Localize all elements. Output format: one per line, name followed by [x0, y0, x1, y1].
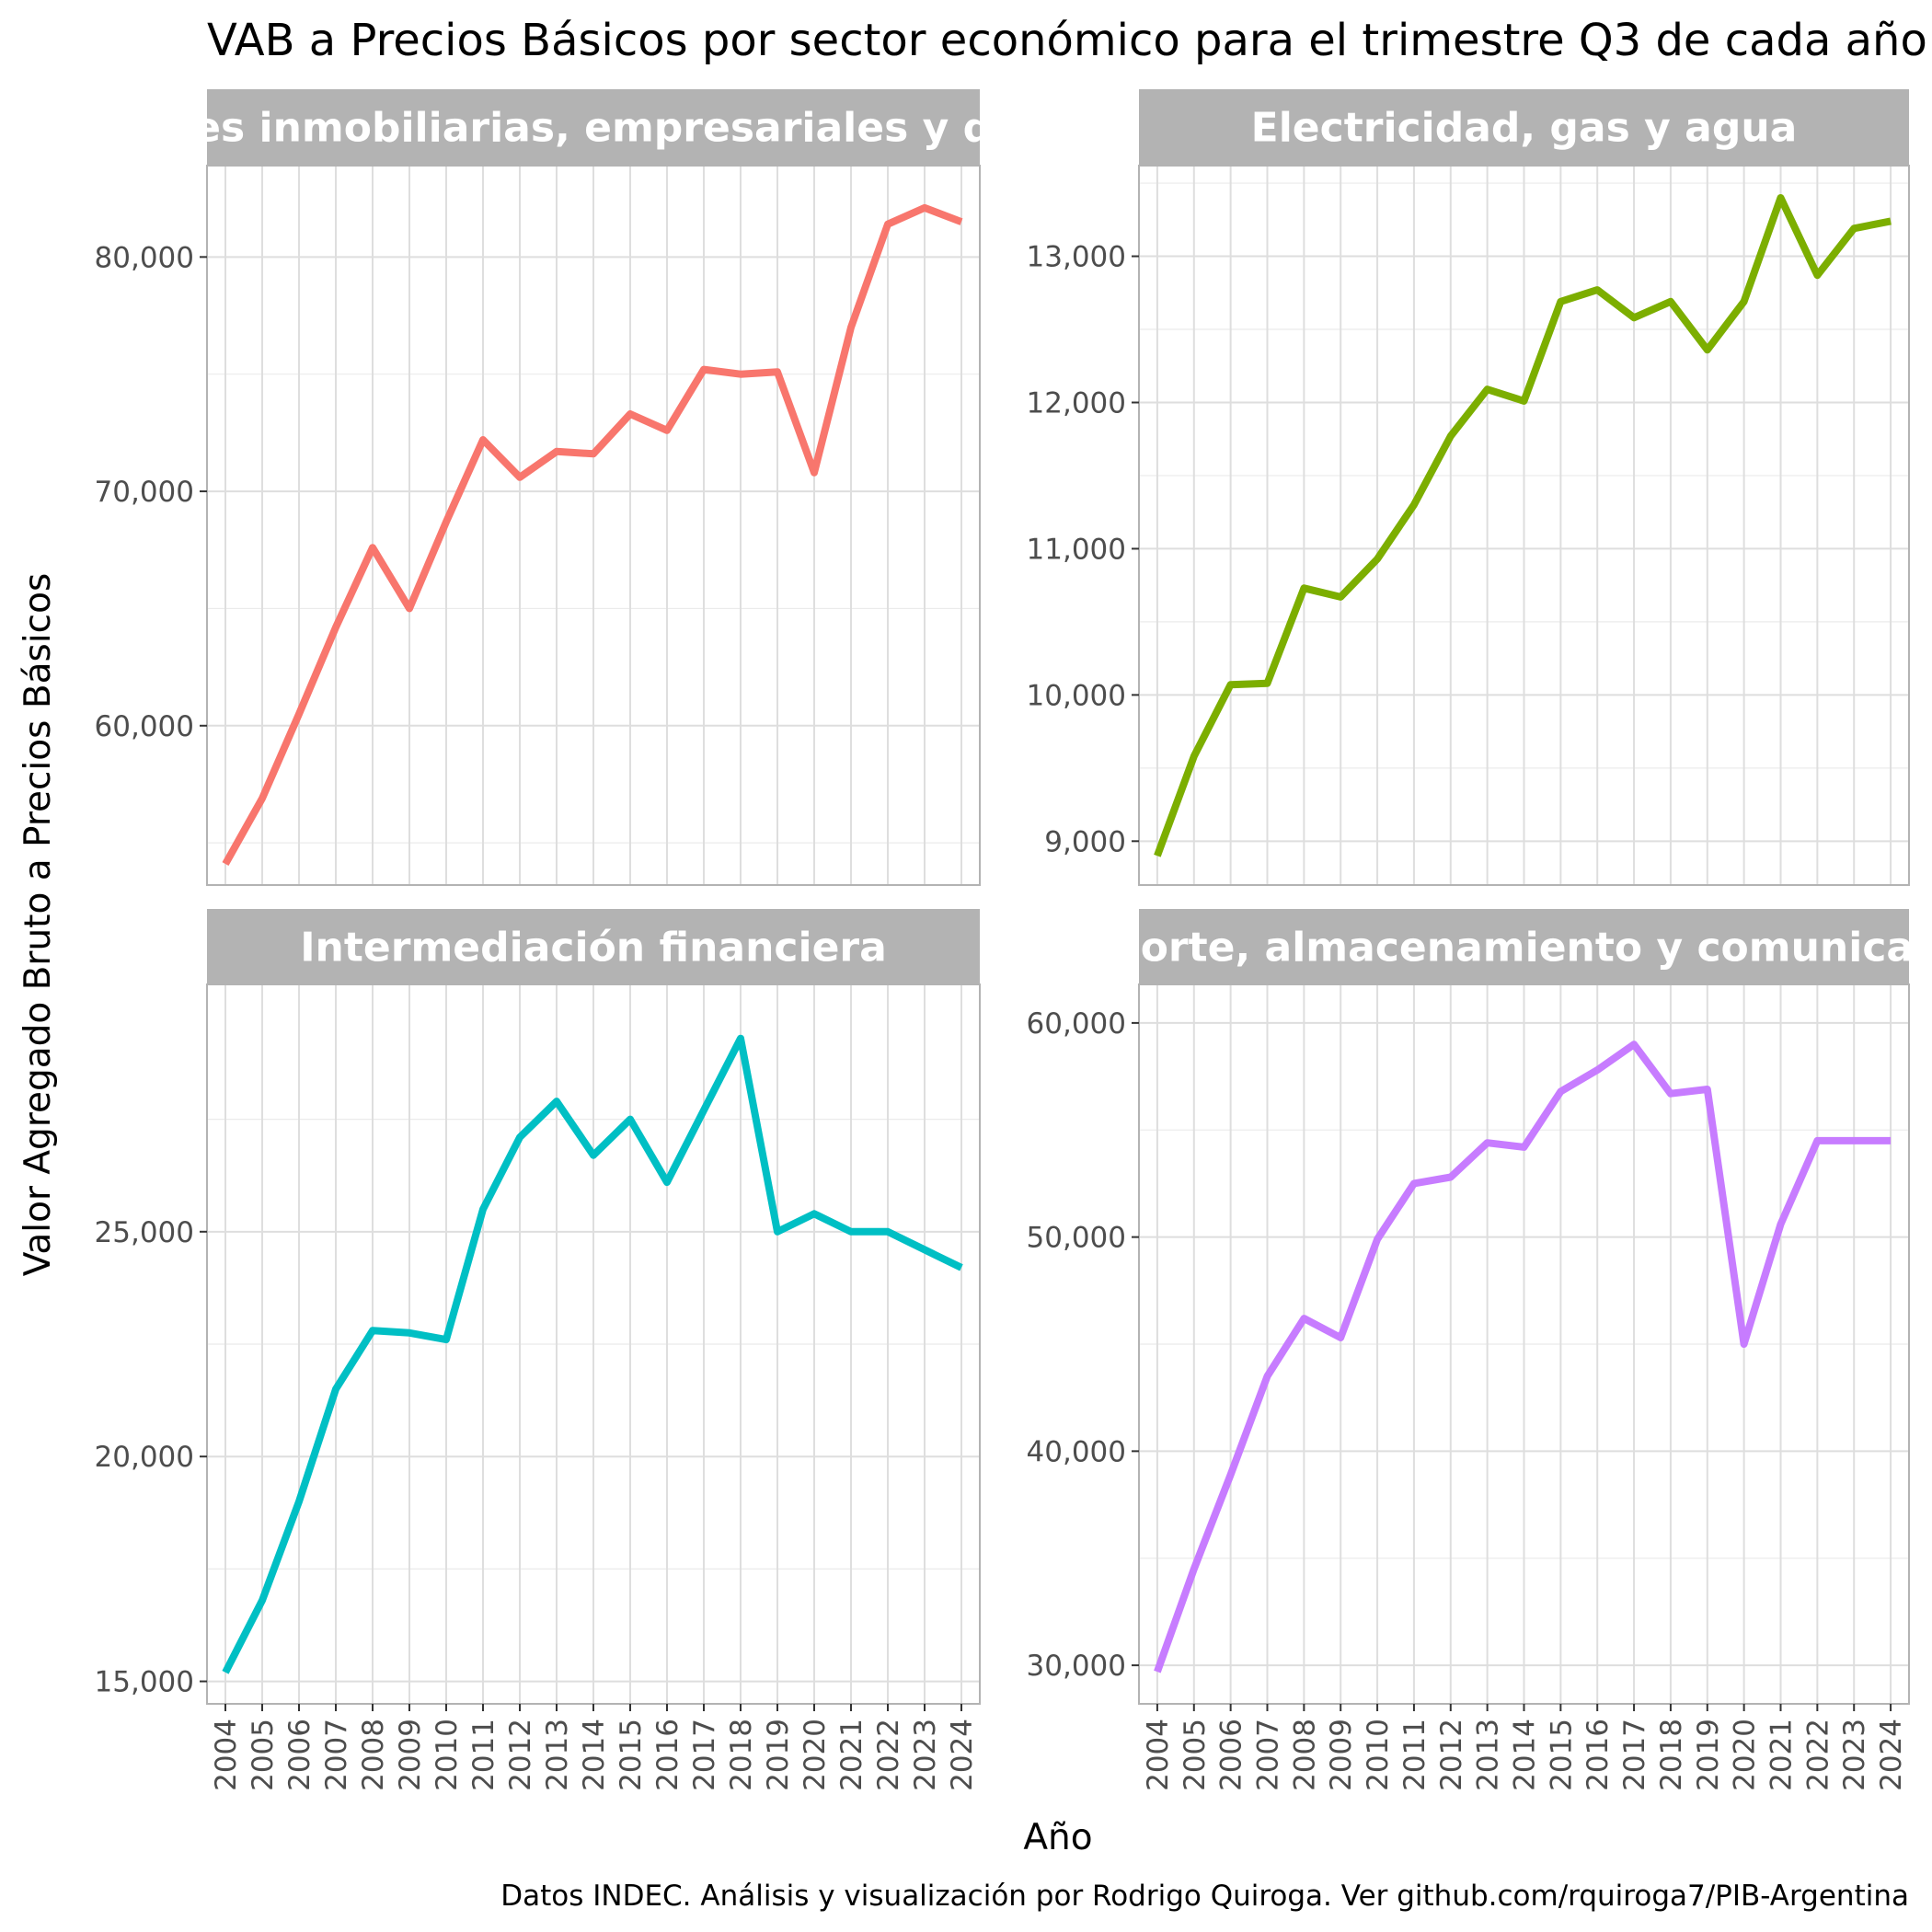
- x-tick-label: 2023: [1838, 1719, 1871, 1791]
- facet-panel: Electricidad, gas y agua 9,000 10,000 11,00…: [1027, 89, 1910, 886]
- x-tick-label: 2011: [1398, 1719, 1432, 1791]
- chart-title: VAB a Precios Básicos por sector económi…: [207, 15, 1927, 66]
- x-tick-label: 2006: [1215, 1719, 1248, 1791]
- x-tick-label: 2024: [1875, 1719, 1908, 1791]
- y-tick-label: 60,000: [1027, 1007, 1126, 1041]
- facet-panel: Intermediación financiera 15,000 20,000 25,…: [95, 909, 981, 1791]
- x-tick-label: 2017: [1618, 1719, 1651, 1791]
- x-tick-label: 2009: [394, 1719, 427, 1791]
- x-tick-label: 2004: [1142, 1719, 1175, 1791]
- facet-panel: Transporte, almacenamiento y comunicacio…: [988, 909, 1932, 1791]
- facet-strip: [207, 909, 980, 985]
- y-tick-label: 40,000: [1027, 1435, 1126, 1468]
- y-tick-label: 20,000: [95, 1441, 194, 1474]
- y-tick-label: 30,000: [1027, 1650, 1126, 1683]
- y-axis-title: Valor Agregado Bruto a Precios Básicos: [17, 573, 59, 1277]
- x-tick-label: 2016: [1581, 1719, 1615, 1791]
- y-tick-label: 25,000: [95, 1216, 194, 1249]
- x-tick-label: 2014: [578, 1719, 611, 1791]
- x-tick-label: 2011: [467, 1719, 500, 1791]
- y-tick-label: 50,000: [1027, 1222, 1126, 1255]
- y-tick-label: 11,000: [1027, 533, 1126, 566]
- y-tick-label: 10,000: [1027, 679, 1126, 712]
- x-tick-label: 2007: [1252, 1719, 1285, 1791]
- x-tick-label: 2016: [651, 1719, 684, 1791]
- facet-strip: [1139, 89, 1909, 166]
- x-tick-label: 2007: [320, 1719, 353, 1791]
- series-line: [222, 1034, 963, 1674]
- x-tick-label: 2021: [835, 1719, 868, 1791]
- facet-strip-label: Intermediación financiera: [300, 925, 887, 972]
- series-line: [222, 203, 963, 867]
- y-tick-label: 15,000: [95, 1666, 194, 1699]
- x-tick-label: 2012: [1435, 1719, 1468, 1791]
- series-line: [1154, 1041, 1892, 1673]
- y-tick-label: 60,000: [95, 710, 194, 743]
- facet-strip-label: Transporte, almacenamiento y comunicacio…: [988, 925, 1932, 972]
- x-tick-label: 2019: [762, 1719, 795, 1791]
- facet-strip: [207, 89, 980, 166]
- x-tick-label: 2024: [946, 1719, 979, 1791]
- y-tick-label: 70,000: [95, 476, 194, 509]
- x-tick-label: 2008: [357, 1719, 390, 1791]
- x-axis-title: Año: [1023, 1817, 1092, 1858]
- x-tick-label: 2021: [1765, 1719, 1799, 1791]
- x-tick-label: 2019: [1692, 1719, 1725, 1791]
- x-tick-label: 2014: [1509, 1719, 1542, 1791]
- x-tick-label: 2004: [210, 1719, 243, 1791]
- series-line: [1154, 194, 1892, 857]
- facet-strip-label: Electricidad, gas y agua: [1251, 105, 1798, 152]
- y-tick-label: 13,000: [1027, 241, 1126, 274]
- y-tick-label: 9,000: [1044, 825, 1126, 858]
- x-tick-label: 2006: [283, 1719, 316, 1791]
- x-tick-label: 2018: [1655, 1719, 1688, 1791]
- chart-caption: Datos INDEC. Análisis y visualización po…: [500, 1880, 1909, 1913]
- x-tick-label: 2010: [1362, 1719, 1395, 1791]
- y-tick-label: 80,000: [95, 241, 194, 274]
- x-tick-label: 2008: [1288, 1719, 1321, 1791]
- x-tick-label: 2012: [504, 1719, 537, 1791]
- x-tick-label: 2010: [431, 1719, 464, 1791]
- facet-strip-label: Actividades inmobiliarias, empresariales…: [0, 105, 1208, 152]
- x-tick-label: 2022: [872, 1719, 905, 1791]
- x-tick-label: 2005: [1179, 1719, 1212, 1791]
- facet-panel: Actividades inmobiliarias, empresariales…: [0, 89, 1208, 886]
- facet-panels: Actividades inmobiliarias, empresariales…: [0, 89, 1932, 1791]
- x-tick-label: 2015: [615, 1719, 648, 1791]
- x-tick-label: 2022: [1801, 1719, 1834, 1791]
- x-tick-label: 2020: [799, 1719, 832, 1791]
- facet-strip: [1139, 909, 1909, 985]
- x-tick-label: 2015: [1545, 1719, 1578, 1791]
- x-tick-label: 2017: [688, 1719, 721, 1791]
- x-tick-label: 2005: [247, 1719, 280, 1791]
- x-tick-label: 2020: [1729, 1719, 1762, 1791]
- x-tick-label: 2018: [725, 1719, 758, 1791]
- y-tick-label: 12,000: [1027, 386, 1126, 420]
- x-tick-label: 2013: [1472, 1719, 1505, 1791]
- x-tick-label: 2009: [1325, 1719, 1358, 1791]
- x-tick-label: 2023: [909, 1719, 942, 1791]
- x-tick-label: 2013: [541, 1719, 574, 1791]
